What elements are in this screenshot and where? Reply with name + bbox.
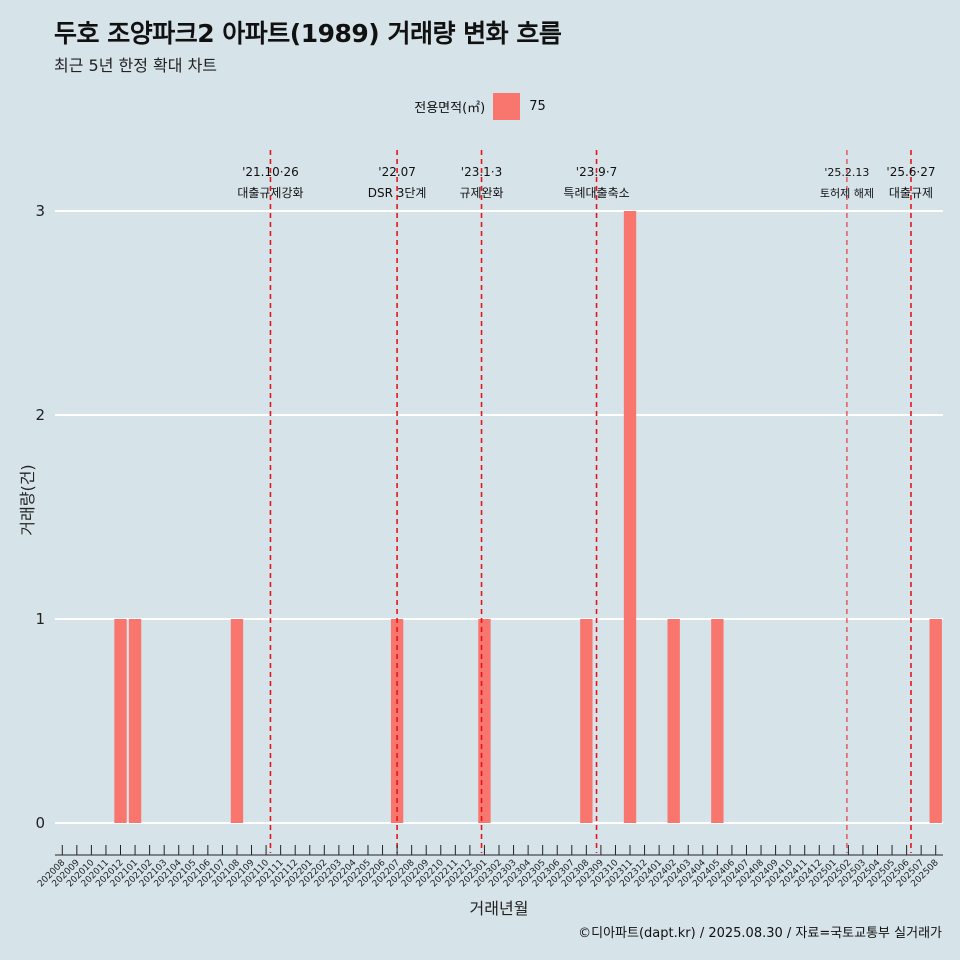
event-label-0: 대출규제강화 <box>237 186 303 200</box>
event-date-3: '23.9·7 <box>576 165 617 179</box>
bar-202308 <box>580 619 593 823</box>
y-tick-label-3: 3 <box>35 202 45 220</box>
bars <box>114 211 942 823</box>
y-axis: 0 1 2 3 <box>35 202 45 832</box>
chart-subtitle: 최근 5년 한정 확대 차트 <box>54 56 218 75</box>
bar-202108 <box>230 619 244 823</box>
y-tick-label-2: 2 <box>35 406 45 424</box>
x-axis-title: 거래년월 <box>470 899 529 918</box>
legend-swatch <box>493 93 521 120</box>
event-date-5: '25.6·27 <box>886 165 935 179</box>
event-label-2: 규제완화 <box>459 186 503 200</box>
event-date-0: '21.10·26 <box>242 165 299 179</box>
bar-202405 <box>711 619 724 823</box>
bar-202012 <box>114 619 127 823</box>
chart-title: 두호 조양파크2 아파트(1989) 거래량 변화 흐름 <box>54 19 562 48</box>
grid-lines <box>55 210 943 824</box>
bar-202311 <box>623 211 637 823</box>
y-tick-label-0: 0 <box>35 814 45 832</box>
legend-title: 전용면적(㎡) <box>414 101 486 116</box>
y-axis-title: 거래량(건) <box>18 464 37 535</box>
bar-202301 <box>478 619 491 823</box>
legend-entry-label: 75 <box>529 99 546 114</box>
bar-202402 <box>667 619 680 823</box>
event-label-1: DSR 3단계 <box>368 186 427 200</box>
event-label-3: 특례대출축소 <box>563 186 629 200</box>
event-label-5: 대출규제 <box>889 186 933 200</box>
bar-202101 <box>128 619 142 823</box>
source-caption: ©디아파트(dapt.kr) / 2025.08.30 / 자료=국토교통부 실… <box>578 926 942 941</box>
event-label-4: 토허제 해제 <box>820 186 874 200</box>
x-axis: 2020082020092020102020112020122021012021… <box>36 845 943 889</box>
event-date-1: '22.07 <box>378 165 416 179</box>
event-date-4: '25.2.13 <box>824 166 869 179</box>
y-tick-label-1: 1 <box>35 610 45 628</box>
event-date-2: '23.1·3 <box>461 165 502 179</box>
legend: 전용면적(㎡) 75 <box>0 93 960 120</box>
event-lines: '21.10·26 대출규제강화 '22.07 DSR 3단계 '23.1·3 규제완화 '… <box>237 150 936 853</box>
bar-202508 <box>929 619 942 823</box>
